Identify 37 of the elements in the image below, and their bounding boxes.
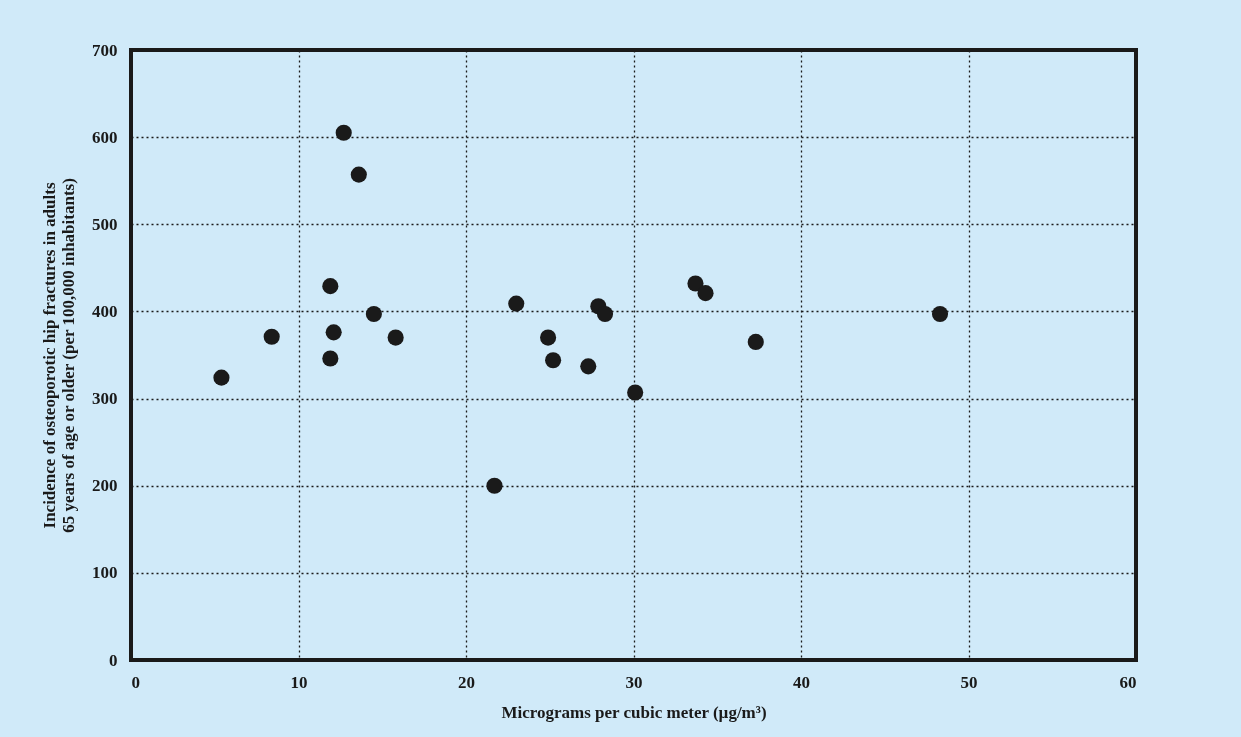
y-axis-title: Incidence of osteoporotic hip fractures in adults 65 years of age or older (per 100,000 inhabitants) — [40, 178, 78, 533]
point — [596, 306, 614, 323]
x-tick-label: 60 — [1119, 672, 1137, 692]
point — [747, 333, 764, 350]
point — [322, 278, 339, 295]
point — [508, 295, 525, 312]
point — [687, 275, 704, 292]
y-tick-label: 700 — [92, 40, 118, 60]
point — [325, 324, 342, 341]
x-axis-title: Micrograms per cubic meter (µg/m³) — [501, 702, 767, 722]
point — [213, 369, 230, 386]
point — [545, 352, 562, 369]
point — [387, 329, 404, 346]
point — [365, 306, 382, 323]
point — [335, 124, 352, 141]
y-tick-label: 500 — [92, 214, 118, 234]
y-tick-label: 100 — [92, 563, 118, 583]
point — [931, 306, 949, 323]
point — [540, 329, 557, 346]
point — [350, 166, 367, 183]
x-tick-label: 10 — [290, 672, 308, 692]
y-tick-label: 300 — [92, 389, 118, 409]
x-tick-label: 40 — [793, 672, 810, 692]
x-tick-label: 50 — [960, 672, 978, 692]
y-tick-label: 0 — [109, 650, 118, 670]
point — [486, 477, 503, 494]
point — [697, 285, 714, 302]
y-tick-label: 400 — [92, 301, 118, 321]
point — [322, 350, 339, 367]
point — [580, 358, 597, 375]
x-tick-label: 0 — [131, 672, 140, 692]
point — [627, 384, 644, 401]
y-tick-label: 200 — [92, 476, 118, 496]
y-tick-label: 600 — [92, 127, 118, 147]
x-tick-label: 20 — [458, 672, 475, 692]
point — [263, 328, 280, 345]
x-tick-label: 30 — [625, 672, 643, 692]
